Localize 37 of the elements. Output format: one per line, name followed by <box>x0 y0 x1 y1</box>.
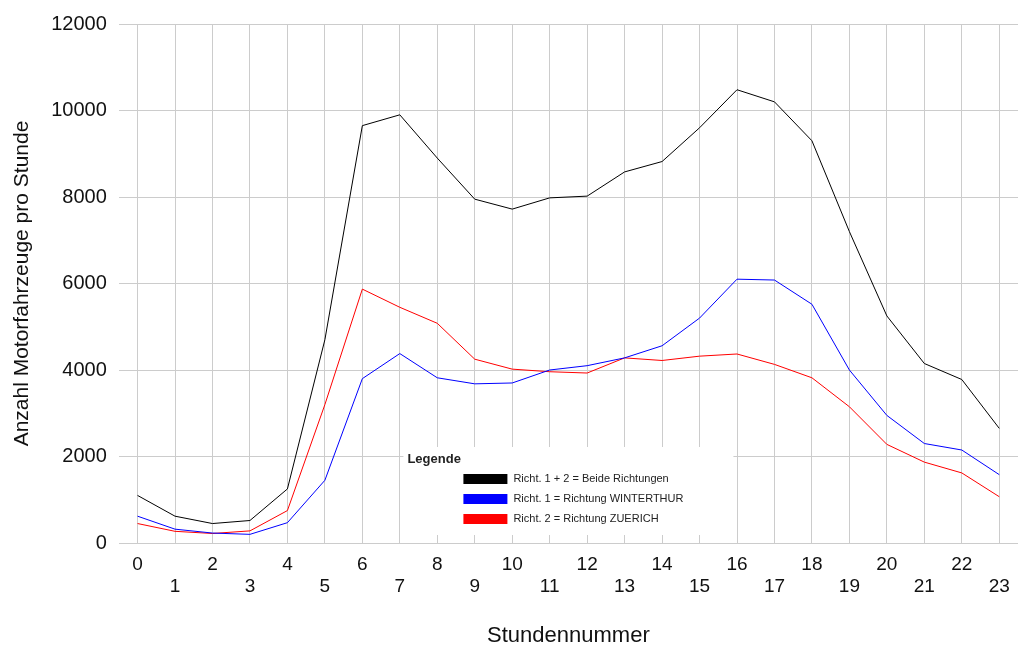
y-tick-label: 12000 <box>51 11 107 34</box>
x-tick-label: 18 <box>801 552 823 574</box>
x-tick-label: 17 <box>763 575 786 597</box>
y-tick-label: 2000 <box>62 444 107 467</box>
x-tick-label: 5 <box>319 575 331 597</box>
x-tick-label: 4 <box>282 552 294 574</box>
x-tick-label: 1 <box>169 575 181 597</box>
x-tick-label: 3 <box>244 575 256 597</box>
y-axis-title: Anzahl Motorfahrzeuge pro Stunde <box>9 120 33 447</box>
x-axis-title: Stundennummer <box>487 621 650 647</box>
x-tick-label: 20 <box>876 552 898 574</box>
x-tick-label: 14 <box>651 552 674 574</box>
x-tick-label: 12 <box>576 552 598 574</box>
y-tick-label: 8000 <box>62 184 107 207</box>
x-tick-label: 11 <box>539 575 560 597</box>
legend-label: Richt. 1 + 2 = Beide Richtungen <box>513 472 669 485</box>
x-tick-label: 10 <box>501 552 523 574</box>
x-tick-label: 7 <box>394 575 406 597</box>
legend-label: Richt. 2 = Richtung ZUERICH <box>513 512 659 525</box>
x-tick-label: 23 <box>988 575 1010 597</box>
y-tick-label: 10000 <box>51 98 107 121</box>
y-tick-label: 0 <box>95 530 107 553</box>
x-tick-label: 15 <box>688 575 711 597</box>
x-tick-label: 16 <box>726 552 748 574</box>
legend-label: Richt. 1 = Richtung WINTERTHUR <box>513 492 684 505</box>
x-tick-label: 13 <box>614 575 636 597</box>
x-tick-label: 8 <box>431 552 443 574</box>
x-tick-label: 6 <box>357 552 368 574</box>
x-tick-label: 19 <box>838 575 860 597</box>
x-tick-label: 22 <box>951 552 973 574</box>
x-tick-label: 21 <box>913 575 935 597</box>
y-tick-label: 6000 <box>62 271 107 294</box>
y-tick-label: 4000 <box>62 357 107 380</box>
x-tick-label: 0 <box>132 552 143 574</box>
x-tick-label: 9 <box>469 575 481 597</box>
legend-title: Legende <box>407 450 461 466</box>
x-tick-label: 2 <box>207 552 218 574</box>
